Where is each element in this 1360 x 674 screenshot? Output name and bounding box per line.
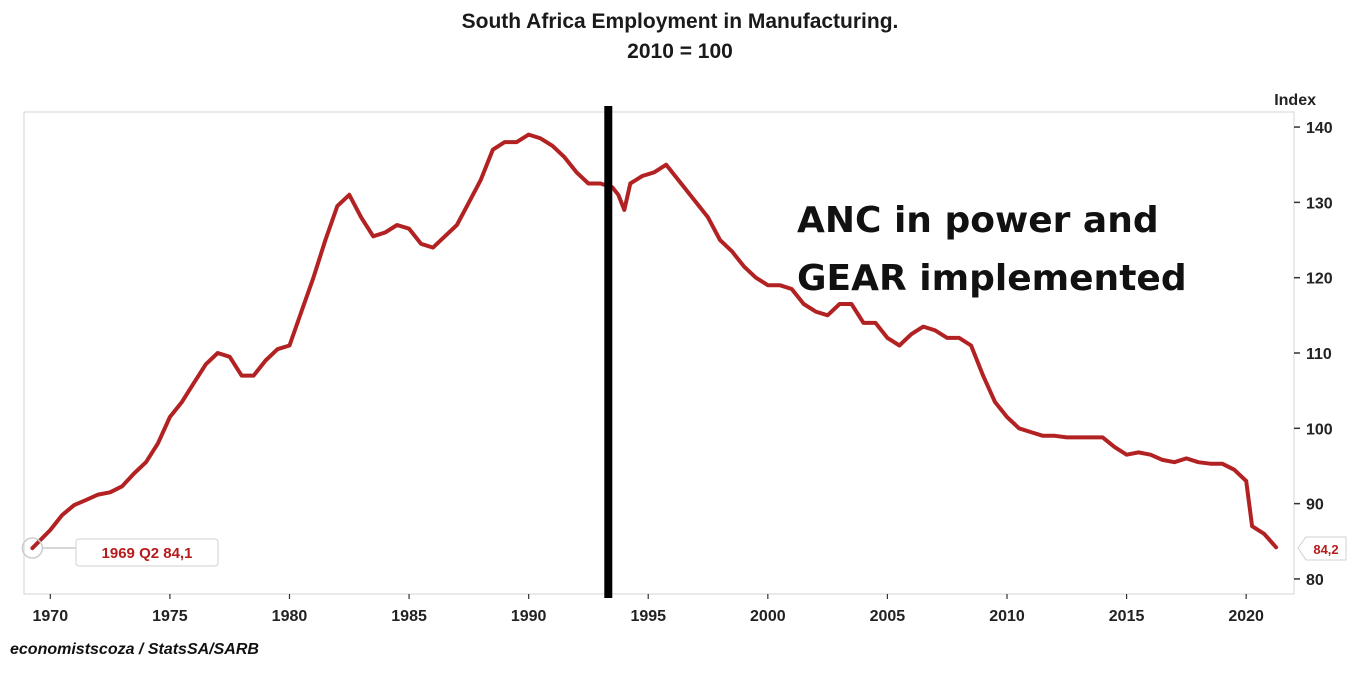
y-tick-label: 110 [1306,346,1332,363]
y-tick-label: 130 [1306,195,1333,212]
x-tick-label: 2010 [989,608,1025,625]
y-tick-label: 100 [1306,421,1333,438]
x-tick-label: 2005 [870,608,906,625]
x-tick-label: 1990 [511,608,547,625]
end-callout: 84,2 [1297,536,1347,561]
annotation-line-1: ANC in power and [797,200,1159,241]
annotation-line-2: GEAR implemented [797,258,1187,299]
chart-subtitle: 2010 = 100 [627,40,733,63]
x-tick-label: 1980 [272,608,308,625]
start-callout-label: 1969 Q2 84,1 [102,545,193,562]
y-tick-label: 140 [1306,120,1333,137]
plot-area [23,111,1295,595]
x-axis: 1970 1975 1980 1985 1990 1995 2000 2005 2010 2015… [33,594,1264,625]
annotation: ANC in power and GEAR implemented [797,200,1187,299]
end-callout-label: 84,2 [1313,542,1338,557]
end-callout-box [1297,536,1347,561]
x-tick-label: 1985 [391,608,427,625]
x-tick-label: 1970 [33,608,69,625]
series-line [30,132,1279,551]
y-tick-label: 90 [1306,497,1324,514]
source-credit: economistscoza / StatsSA/SARB [10,641,259,658]
y-axis: 80 90 100 110 120 130 140 [1294,120,1333,589]
x-tick-label: 1995 [630,608,666,625]
start-callout: 1969 Q2 84,1 [21,537,219,567]
y-tick-label: 120 [1306,271,1333,288]
x-tick-label: 2020 [1228,608,1264,625]
x-tick-label: 2015 [1109,608,1145,625]
y-axis-label: Index [1274,92,1316,109]
start-callout-box [75,538,219,567]
x-tick-label: 1975 [152,608,188,625]
chart-title: South Africa Employment in Manufacturing… [461,10,899,33]
y-tick-label: 80 [1306,572,1324,589]
x-tick-label: 2000 [750,608,786,625]
series-layer [30,132,1279,551]
